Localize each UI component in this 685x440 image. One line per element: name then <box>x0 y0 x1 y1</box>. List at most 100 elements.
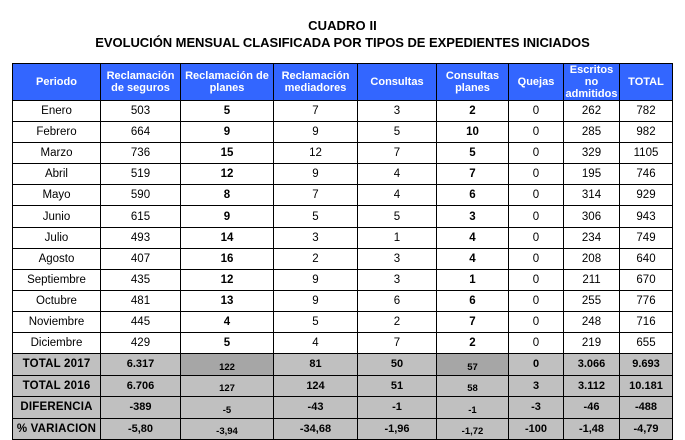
column-header-periodo: Periodo <box>12 63 101 101</box>
cell-reclamacion-seguros: 519 <box>100 163 181 186</box>
summary-cell-total: -4,79 <box>619 417 673 440</box>
cell-reclamacion-seguros: 407 <box>100 247 181 270</box>
cell-consultas: 3 <box>357 247 437 270</box>
cell-reclamacion-seguros: 615 <box>100 205 181 228</box>
table-row: Abril 519 12 9 4 7 0 195 746 <box>12 163 673 186</box>
cell-escritos-no-admitidos: 285 <box>563 121 620 144</box>
summary-cell-escritos-no-admitidos: 3.066 <box>563 353 620 376</box>
cell-consultas: 4 <box>357 184 437 207</box>
summary-label: DIFERENCIA <box>12 396 101 419</box>
cell-reclamacion-planes: 9 <box>180 121 274 144</box>
cell-quejas: 0 <box>508 310 564 334</box>
cell-consultas: 5 <box>357 205 437 228</box>
cell-consultas-planes: 7 <box>436 310 509 334</box>
cell-escritos-no-admitidos: 255 <box>563 289 620 312</box>
column-header-consultas-planes: Consultas planes <box>436 63 509 101</box>
cell-reclamacion-mediadores: 2 <box>273 247 358 270</box>
table-row: Mayo 590 8 7 4 6 0 314 929 <box>12 184 673 207</box>
summary-cell-reclamacion-mediadores: 124 <box>273 374 358 398</box>
cell-consultas: 3 <box>357 99 437 123</box>
column-header-quejas: Quejas <box>508 63 564 101</box>
summary-cell-reclamacion-planes: -3,94 <box>180 417 274 440</box>
summary-cell-consultas: 50 <box>357 353 437 376</box>
cell-escritos-no-admitidos: 219 <box>563 332 620 355</box>
cell-periodo: Octubre <box>12 289 101 312</box>
cell-reclamacion-seguros: 664 <box>100 121 181 144</box>
summary-cell-escritos-no-admitidos: -46 <box>563 396 620 419</box>
summary-cell-consultas: -1 <box>357 396 437 419</box>
summary-cell-reclamacion-seguros: -5,80 <box>100 417 181 440</box>
column-header-reclamacion-planes: Reclamación de planes <box>180 63 274 101</box>
cell-total: 1105 <box>619 142 673 165</box>
summary-cell-consultas-planes: -1,72 <box>436 417 509 440</box>
cell-escritos-no-admitidos: 208 <box>563 247 620 270</box>
cell-reclamacion-seguros: 736 <box>100 142 181 165</box>
summary-cell-reclamacion-seguros: 6.317 <box>100 353 181 376</box>
cell-reclamacion-seguros: 590 <box>100 184 181 207</box>
summary-cell-quejas: 3 <box>508 374 564 398</box>
cell-periodo: Mayo <box>12 184 101 207</box>
cell-reclamacion-seguros: 435 <box>100 268 181 291</box>
cell-consultas: 4 <box>357 163 437 186</box>
summary-row: DIFERENCIA -389 -5 -43 -1 -1 -3 -46 -488 <box>12 396 673 419</box>
cell-total: 670 <box>619 268 673 291</box>
cell-reclamacion-planes: 5 <box>180 99 274 123</box>
table-row: Septiembre 435 12 9 3 1 0 211 670 <box>12 268 673 291</box>
cell-consultas-planes: 4 <box>436 226 509 249</box>
cell-consultas: 3 <box>357 268 437 291</box>
cell-reclamacion-mediadores: 3 <box>273 226 358 249</box>
cell-periodo: Julio <box>12 226 101 249</box>
cell-consultas-planes: 2 <box>436 99 509 123</box>
cell-quejas: 0 <box>508 247 564 270</box>
cell-escritos-no-admitidos: 329 <box>563 142 620 165</box>
summary-cell-consultas-planes: -1 <box>436 396 509 419</box>
cell-total: 776 <box>619 289 673 312</box>
header-row: Periodo Reclamación de seguros Reclamaci… <box>12 63 673 101</box>
cell-quejas: 0 <box>508 289 564 312</box>
summary-cell-reclamacion-planes: 122 <box>180 353 274 376</box>
cell-quejas: 0 <box>508 163 564 186</box>
summary-cell-reclamacion-mediadores: -34,68 <box>273 417 358 440</box>
cell-periodo: Marzo <box>12 142 101 165</box>
cell-reclamacion-seguros: 493 <box>100 226 181 249</box>
summary-label: TOTAL 2016 <box>12 374 101 398</box>
cell-reclamacion-mediadores: 9 <box>273 268 358 291</box>
cell-consultas-planes: 6 <box>436 289 509 312</box>
title-description: EVOLUCIÓN MENSUAL CLASIFICADA POR TIPOS … <box>95 35 590 50</box>
cell-consultas: 7 <box>357 332 437 355</box>
title-cuadro-number: CUADRO II <box>308 18 377 33</box>
cell-periodo: Noviembre <box>12 310 101 334</box>
table-row: Julio 493 14 3 1 4 0 234 749 <box>12 226 673 249</box>
cell-total: 640 <box>619 247 673 270</box>
cell-consultas-planes: 5 <box>436 142 509 165</box>
cell-periodo: Diciembre <box>12 332 101 355</box>
cell-reclamacion-seguros: 481 <box>100 289 181 312</box>
summary-label: % VARIACION <box>12 417 101 440</box>
summary-cell-quejas: -3 <box>508 396 564 419</box>
cell-reclamacion-mediadores: 9 <box>273 121 358 144</box>
cell-periodo: Junio <box>12 205 101 228</box>
cell-consultas: 1 <box>357 226 437 249</box>
cell-quejas: 0 <box>508 332 564 355</box>
summary-cell-total: 9.693 <box>619 353 673 376</box>
cell-reclamacion-planes: 4 <box>180 310 274 334</box>
summary-cell-reclamacion-mediadores: 81 <box>273 353 358 376</box>
summary-cell-consultas: 51 <box>357 374 437 398</box>
table-body: Enero 503 5 7 3 2 0 262 782 Febrero 664 9 9 5 10 0 285 98… <box>12 99 673 440</box>
column-header-reclamacion-mediadores: Reclamación mediadores <box>273 63 358 101</box>
cell-consultas: 7 <box>357 142 437 165</box>
cell-escritos-no-admitidos: 234 <box>563 226 620 249</box>
cell-quejas: 0 <box>508 184 564 207</box>
cell-total: 982 <box>619 121 673 144</box>
summary-cell-escritos-no-admitidos: -1,48 <box>563 417 620 440</box>
cell-consultas: 5 <box>357 121 437 144</box>
cell-reclamacion-seguros: 445 <box>100 310 181 334</box>
cell-reclamacion-planes: 9 <box>180 205 274 228</box>
cell-total: 655 <box>619 332 673 355</box>
cell-reclamacion-mediadores: 7 <box>273 184 358 207</box>
cell-reclamacion-mediadores: 5 <box>273 205 358 228</box>
cell-escritos-no-admitidos: 211 <box>563 268 620 291</box>
table-row: Marzo 736 15 12 7 5 0 329 1105 <box>12 142 673 165</box>
cell-escritos-no-admitidos: 195 <box>563 163 620 186</box>
